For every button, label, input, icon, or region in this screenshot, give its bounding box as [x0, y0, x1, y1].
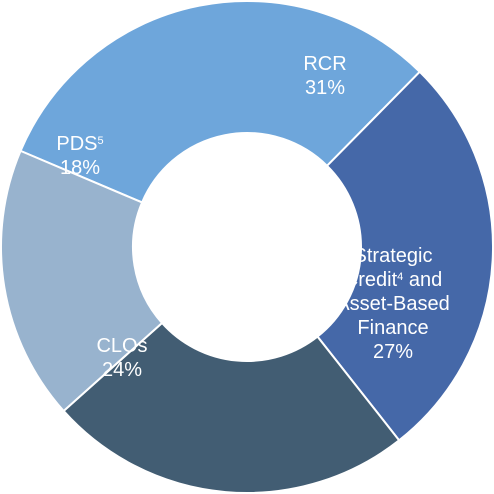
slice-strategic-credit4-and-asset-based-finance [316, 70, 494, 442]
slice-value-strategic-credit4-and-asset-based-finance: 27% [373, 341, 413, 363]
slice-rcr [19, 0, 422, 204]
slice-label-clos: CLOs 24% [96, 335, 147, 381]
slice-value-clos: 24% [102, 359, 142, 381]
slice-label-strategic-credit4-and-asset-based-finance: Strategic Credit4 and Asset-Based Finance 27… [336, 245, 449, 363]
slice-value-pds5: 18% [60, 157, 100, 179]
slice-clos [62, 321, 401, 494]
slice-label-pds5: PDS5 18% [56, 133, 103, 179]
slice-label-rcr: RCR 31% [303, 53, 346, 99]
slice-value-rcr: 31% [305, 77, 345, 99]
slice-pds5 [0, 149, 164, 413]
